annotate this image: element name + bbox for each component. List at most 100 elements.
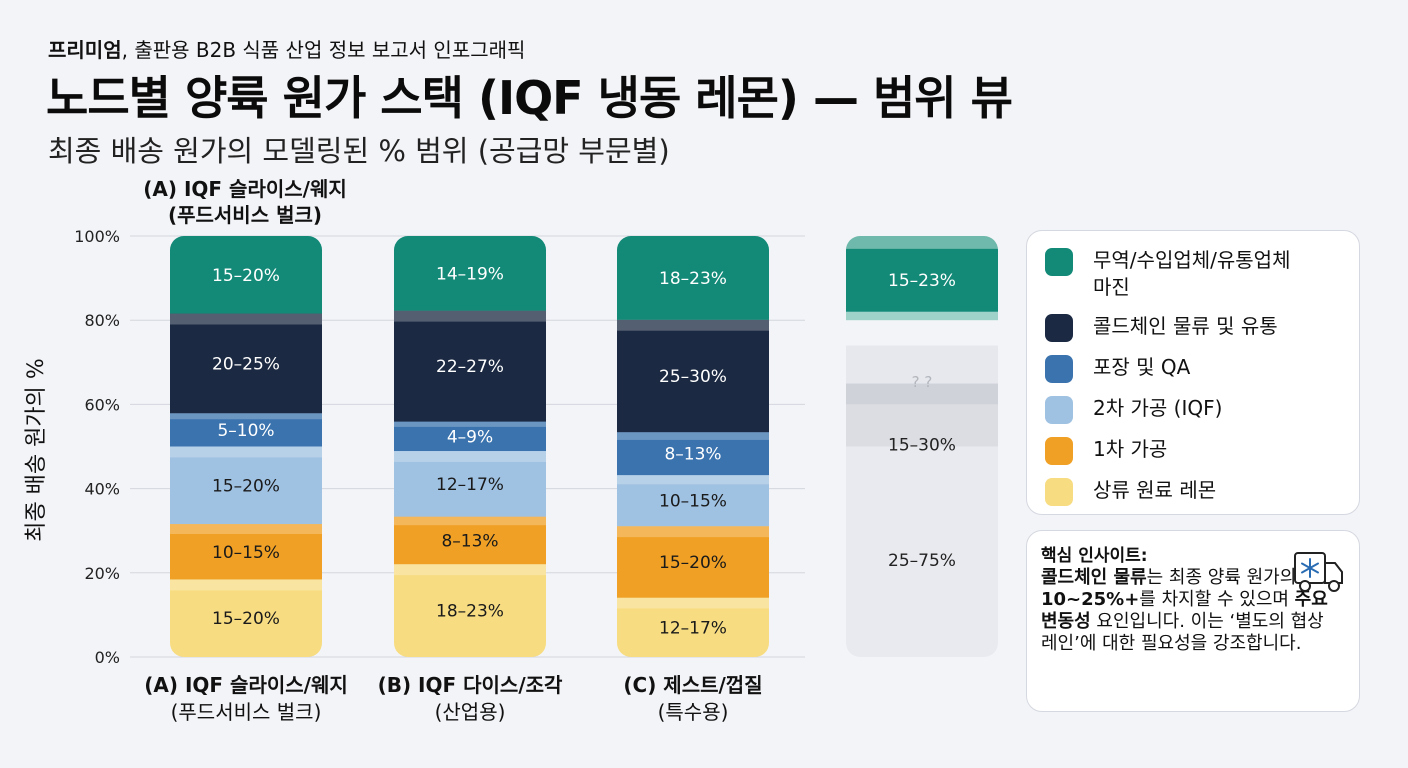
y-tick-label: 20%: [84, 564, 120, 583]
legend-label: 2차 가공 (IQF): [1093, 396, 1223, 420]
x-tick-sublabel: (특수용): [658, 700, 729, 724]
page-subtitle: 최종 배송 원가의 모델링된 % 범위 (공급망 부문별): [48, 134, 670, 168]
range-band: [394, 564, 546, 576]
y-tick-label: 40%: [84, 480, 120, 499]
range-label: 25–75%: [888, 551, 956, 571]
range-segment: [846, 311, 998, 321]
insight-body: 콜드체인 물류는 최종 양륙 원가의 10~25%+를 차지할 수 있으며 주요…: [1041, 567, 1341, 655]
legend-item: 2차 가공 (IQF): [1045, 395, 1343, 424]
bar-segment: [394, 236, 546, 311]
y-tick-label: 80%: [84, 311, 120, 330]
data-label: 10–15%: [212, 543, 280, 563]
data-label: 15–20%: [212, 476, 280, 496]
insight-text-3: 요인입니다. 이는 ‘별도의 협상 레인’에 대한 필요성을 강조합니다.: [1041, 611, 1324, 654]
range-band: [617, 526, 769, 538]
y-tick-label: 60%: [84, 395, 120, 414]
bar-segment: [170, 446, 322, 525]
bar-segment: [394, 310, 546, 422]
data-label: 12–17%: [659, 618, 727, 638]
legend-item: 1차 가공: [1045, 436, 1343, 465]
stacked-bar-3: [617, 236, 769, 657]
insight-bold-share: 10~25%+: [1041, 589, 1140, 610]
data-label: 18–23%: [659, 269, 727, 289]
range-gap: [846, 320, 998, 346]
x-tick-label: (C) 제스트/껍질: [623, 673, 762, 697]
legend-label: 콜드체인 물류 및 유통: [1093, 314, 1278, 338]
insight-bold-volatility: 주요 변동성: [1041, 589, 1328, 632]
insight-text-2: 를 차지할 수 있으며: [1139, 589, 1295, 610]
range-band: [170, 413, 322, 420]
legend-swatch: [1045, 437, 1073, 465]
data-label: 8–13%: [441, 531, 498, 551]
eyebrow-bold: 프리미엄: [48, 38, 122, 62]
report-eyebrow: 프리미엄, 출판용 B2B 식품 산업 정보 보고서 인포그래픽: [48, 34, 525, 63]
range-segment: [846, 248, 998, 312]
range-label: 15–23%: [888, 271, 956, 291]
data-label: 12–17%: [436, 475, 504, 495]
legend-swatch: [1045, 314, 1073, 342]
bar-segment: [617, 319, 769, 433]
y-tick-label: 100%: [74, 227, 120, 246]
range-segment: [846, 383, 998, 405]
page-title: 노드별 양륙 원가 스택 (IQF 냉동 레몬) — 범위 뷰: [46, 71, 1013, 125]
data-label: 15–20%: [659, 553, 727, 573]
range-label: 15–30%: [888, 435, 956, 455]
data-label: 15–20%: [212, 609, 280, 629]
bar-segment: [170, 236, 322, 314]
insight-text-1: 는 최종 양륙 원가의: [1146, 567, 1297, 588]
data-label: 14–19%: [436, 264, 504, 284]
legend-item: 무역/수입업체/유통업체 마진: [1045, 247, 1343, 301]
range-band: [394, 516, 546, 526]
data-label: 10–15%: [659, 492, 727, 512]
y-tick-label: 0%: [95, 648, 120, 667]
legend-item: 상류 원료 레몬: [1045, 477, 1343, 506]
legend-swatch: [1045, 478, 1073, 506]
range-column: [846, 236, 998, 657]
range-band: [394, 421, 546, 427]
eyebrow-rest: , 출판용 B2B 식품 산업 정보 보고서 인포그래픽: [121, 38, 526, 62]
range-band: [170, 313, 322, 325]
range-band: [617, 475, 769, 485]
truck-snowflake-icon: [1294, 552, 1343, 592]
x-tick-sublabel: (산업용): [435, 700, 506, 724]
stacked-bar-2: [394, 236, 546, 657]
legend-swatch: [1045, 396, 1073, 424]
data-label: 18–23%: [436, 602, 504, 622]
data-label: 20–25%: [212, 354, 280, 374]
top-category-label: (A) IQF 슬라이스/웨지 (푸드서비스 벌크): [143, 177, 347, 227]
insight-heading: 핵심 인사이트:: [1041, 546, 1148, 566]
x-tick-sublabel: (푸드서비스 벌크): [171, 700, 322, 724]
data-label: 4–9%: [447, 427, 493, 447]
range-band: [617, 319, 769, 331]
range-band: [617, 597, 769, 609]
range-segment: [846, 446, 998, 657]
insight-bold-cold-chain: 콜드체인 물류: [1041, 567, 1147, 588]
data-label: 22–27%: [436, 357, 504, 377]
range-label: ? ?: [912, 373, 933, 391]
range-band: [170, 579, 322, 591]
legend-swatch: [1045, 355, 1073, 383]
legend-label: 포장 및 QA: [1093, 355, 1191, 379]
insight-box: 핵심 인사이트: 콜드체인 물류는 최종 양륙 원가의 10~25%+를 차지할…: [1026, 530, 1360, 712]
range-band: [394, 310, 546, 322]
data-label: 5–10%: [217, 421, 274, 441]
bar-segment: [394, 564, 546, 657]
legend-item: 콜드체인 물류 및 유통: [1045, 313, 1343, 342]
data-label: 15–20%: [212, 266, 280, 286]
legend-label: 무역/수입업체/유통업체 마진: [1093, 248, 1291, 299]
data-label: 25–30%: [659, 367, 727, 387]
bar-segment: [170, 579, 322, 657]
range-segment: [846, 236, 998, 249]
x-tick-label: (B) IQF 다이스/조각: [378, 673, 563, 697]
bar-segment: [617, 526, 769, 598]
x-tick-label: (A) IQF 슬라이스/웨지: [144, 673, 348, 697]
legend-label: 상류 원료 레몬: [1093, 478, 1217, 502]
range-band: [394, 451, 546, 462]
legend-label: 1차 가공: [1093, 437, 1168, 461]
range-band: [170, 446, 322, 458]
data-label: 8–13%: [664, 445, 721, 465]
stacked-bar-1: [170, 236, 322, 657]
